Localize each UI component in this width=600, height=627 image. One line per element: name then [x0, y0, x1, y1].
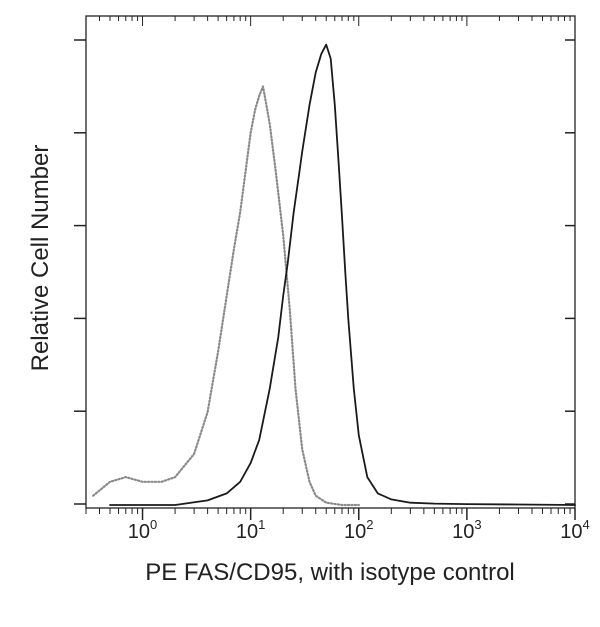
x-axis-title: PE FAS/CD95, with isotype control — [145, 559, 515, 586]
x-tick-label: 102 — [344, 517, 373, 543]
y-axis-title: Relative Cell Number — [27, 145, 54, 372]
x-tick-label: 104 — [560, 517, 589, 543]
series-layer — [92, 43, 576, 507]
y-axis-ticks — [74, 39, 575, 505]
x-tick-label: 103 — [452, 517, 481, 543]
series-1-line — [92, 85, 360, 507]
plot-frame — [85, 15, 576, 509]
x-axis-ticks — [85, 16, 576, 520]
x-tick-label: 101 — [236, 517, 265, 543]
x-tick-label: 100 — [128, 517, 157, 543]
series-2-line — [109, 43, 576, 506]
x-tick-labels: 100 101 102 103 104 — [128, 517, 590, 543]
